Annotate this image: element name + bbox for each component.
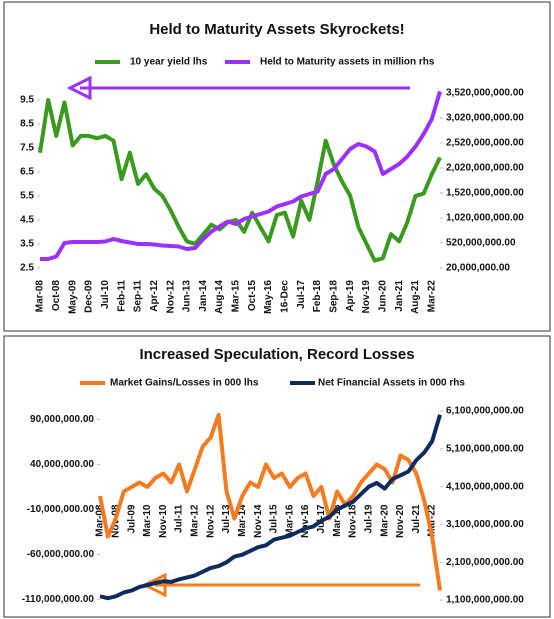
y2-tick-label: 2,520,000,000.00 [446,138,524,149]
x-tick-label: May-09 [67,280,78,314]
y2-tick-label: 2,100,000,000.00 [446,557,524,568]
arrow-head [66,75,92,101]
x-tick-label: Nov-18 [348,504,359,538]
x-tick-label: Nov-12 [165,280,176,314]
x-tick-label: Oct-15 [247,280,258,312]
x-tick-label: Aug-14 [214,280,225,314]
x-tick-label: May-16 [263,280,274,314]
x-tick-label: Nov-19 [361,280,372,314]
x-tick-label: Jul-10 [100,280,111,309]
chart-title: Held to Maturity Assets Skyrockets! [149,21,404,38]
data-line [99,414,442,601]
y2-tick-label: 3,520,000,000.00 [446,88,524,99]
x-tick-label: Jul-11 [174,504,185,533]
x-tick-label: Oct-08 [51,280,62,312]
x-tick-label: Mar-08 [35,280,46,313]
x-tick-label: Nov-12 [205,504,216,538]
y2-tick-label: 1,020,000,000.00 [446,213,524,224]
x-tick-label: Jul-17 [296,280,307,309]
x-tick-label: Mar-15 [231,280,242,313]
legend-label: Net Financial Assets in 000 rhs [318,378,465,389]
x-tick-label: Mar-16 [284,504,295,537]
x-tick-label: Nov-14 [253,504,264,538]
x-tick-label: Apr-19 [345,280,356,312]
y2-tick-label: 3,100,000,000.00 [446,519,524,530]
x-tick-label: Feb-11 [116,280,127,312]
y2-tick-label: 20,000,000.00 [446,263,510,274]
y-tick-label: 90,000,000.00 [30,414,94,425]
legend-label: 10 year yield lhs [130,57,208,68]
x-tick-label: Sep-11 [133,280,144,313]
y-tick-label: -10,000,000.00 [27,504,95,515]
x-tick-label: Jul-13 [221,504,232,533]
x-tick-label: Nov-10 [158,504,169,538]
x-tick-label: Jul-15 [269,504,280,533]
y-tick-label: 2.5 [20,262,34,273]
y-tick-label: 8.5 [20,119,34,130]
x-tick-label: Jul-19 [363,504,374,533]
y2-tick-label: 5,100,000,000.00 [446,443,524,454]
annotation-arrow [141,572,420,598]
y2-tick-label: 4,100,000,000.00 [446,481,524,492]
legend-label: Held to Maturity assets in million rhs [260,57,435,68]
y-tick-label: 9.5 [20,95,34,106]
x-tick-label: Dec-09 [84,280,95,313]
data-line [38,98,442,263]
y-tick-label: 4.5 [20,214,34,225]
data-line [40,90,442,261]
y-tick-label: 7.5 [20,143,34,154]
x-tick-label: Jul-09 [126,504,137,533]
x-tick-label: Mar-14 [237,504,248,537]
y2-tick-label: 520,000,000.00 [446,238,516,249]
y-tick-label: 40,000,000.00 [30,459,94,470]
annotation-arrow [66,75,410,101]
arrow-head [141,572,167,598]
x-tick-label: Nov-16 [300,504,311,538]
x-tick-label: Sep-18 [329,280,340,313]
y2-tick-label: 6,100,000,000.00 [446,406,524,417]
y2-tick-label: 1,100,000,000.00 [446,595,524,606]
x-tick-label: Mar-08 [95,504,106,537]
x-tick-label: Apr-12 [149,280,160,312]
y-tick-label: 6.5 [20,167,34,178]
x-tick-label: Mar-18 [332,504,343,537]
x-tick-label: Aug-21 [410,280,421,314]
y-tick-label: 5.5 [20,191,34,202]
y2-tick-label: 1,520,000,000.00 [446,188,524,199]
data-line [98,412,442,591]
x-tick-label: Jun-13 [182,280,193,313]
x-tick-label: Mar-22 [427,504,438,537]
y-tick-label: 3.5 [20,238,34,249]
legend-label: Market Gains/Losses in 000 lhs [110,378,259,389]
x-tick-label: Mar-12 [190,504,201,537]
x-tick-label: Mar-20 [379,504,390,537]
y-tick-label: -60,000,000.00 [27,549,95,560]
x-tick-label: Jun-20 [377,280,388,313]
y2-tick-label: 2,020,000,000.00 [446,163,524,174]
y2-tick-label: 3,020,000,000.00 [446,113,524,124]
x-tick-label: Jan-21 [394,280,405,312]
x-tick-label: 16-Dec [280,280,291,313]
x-tick-label: Nov-20 [395,504,406,538]
x-tick-label: Feb-18 [312,280,323,313]
y-tick-label: -110,000,000.00 [22,594,95,605]
x-tick-label: Jul-21 [411,504,422,533]
x-tick-label: Jan-14 [198,280,209,312]
panel-border [3,1,551,332]
x-tick-label: Mar-22 [426,280,437,313]
x-tick-label: Mar-10 [142,504,153,537]
chart-title: Increased Speculation, Record Losses [139,346,414,363]
